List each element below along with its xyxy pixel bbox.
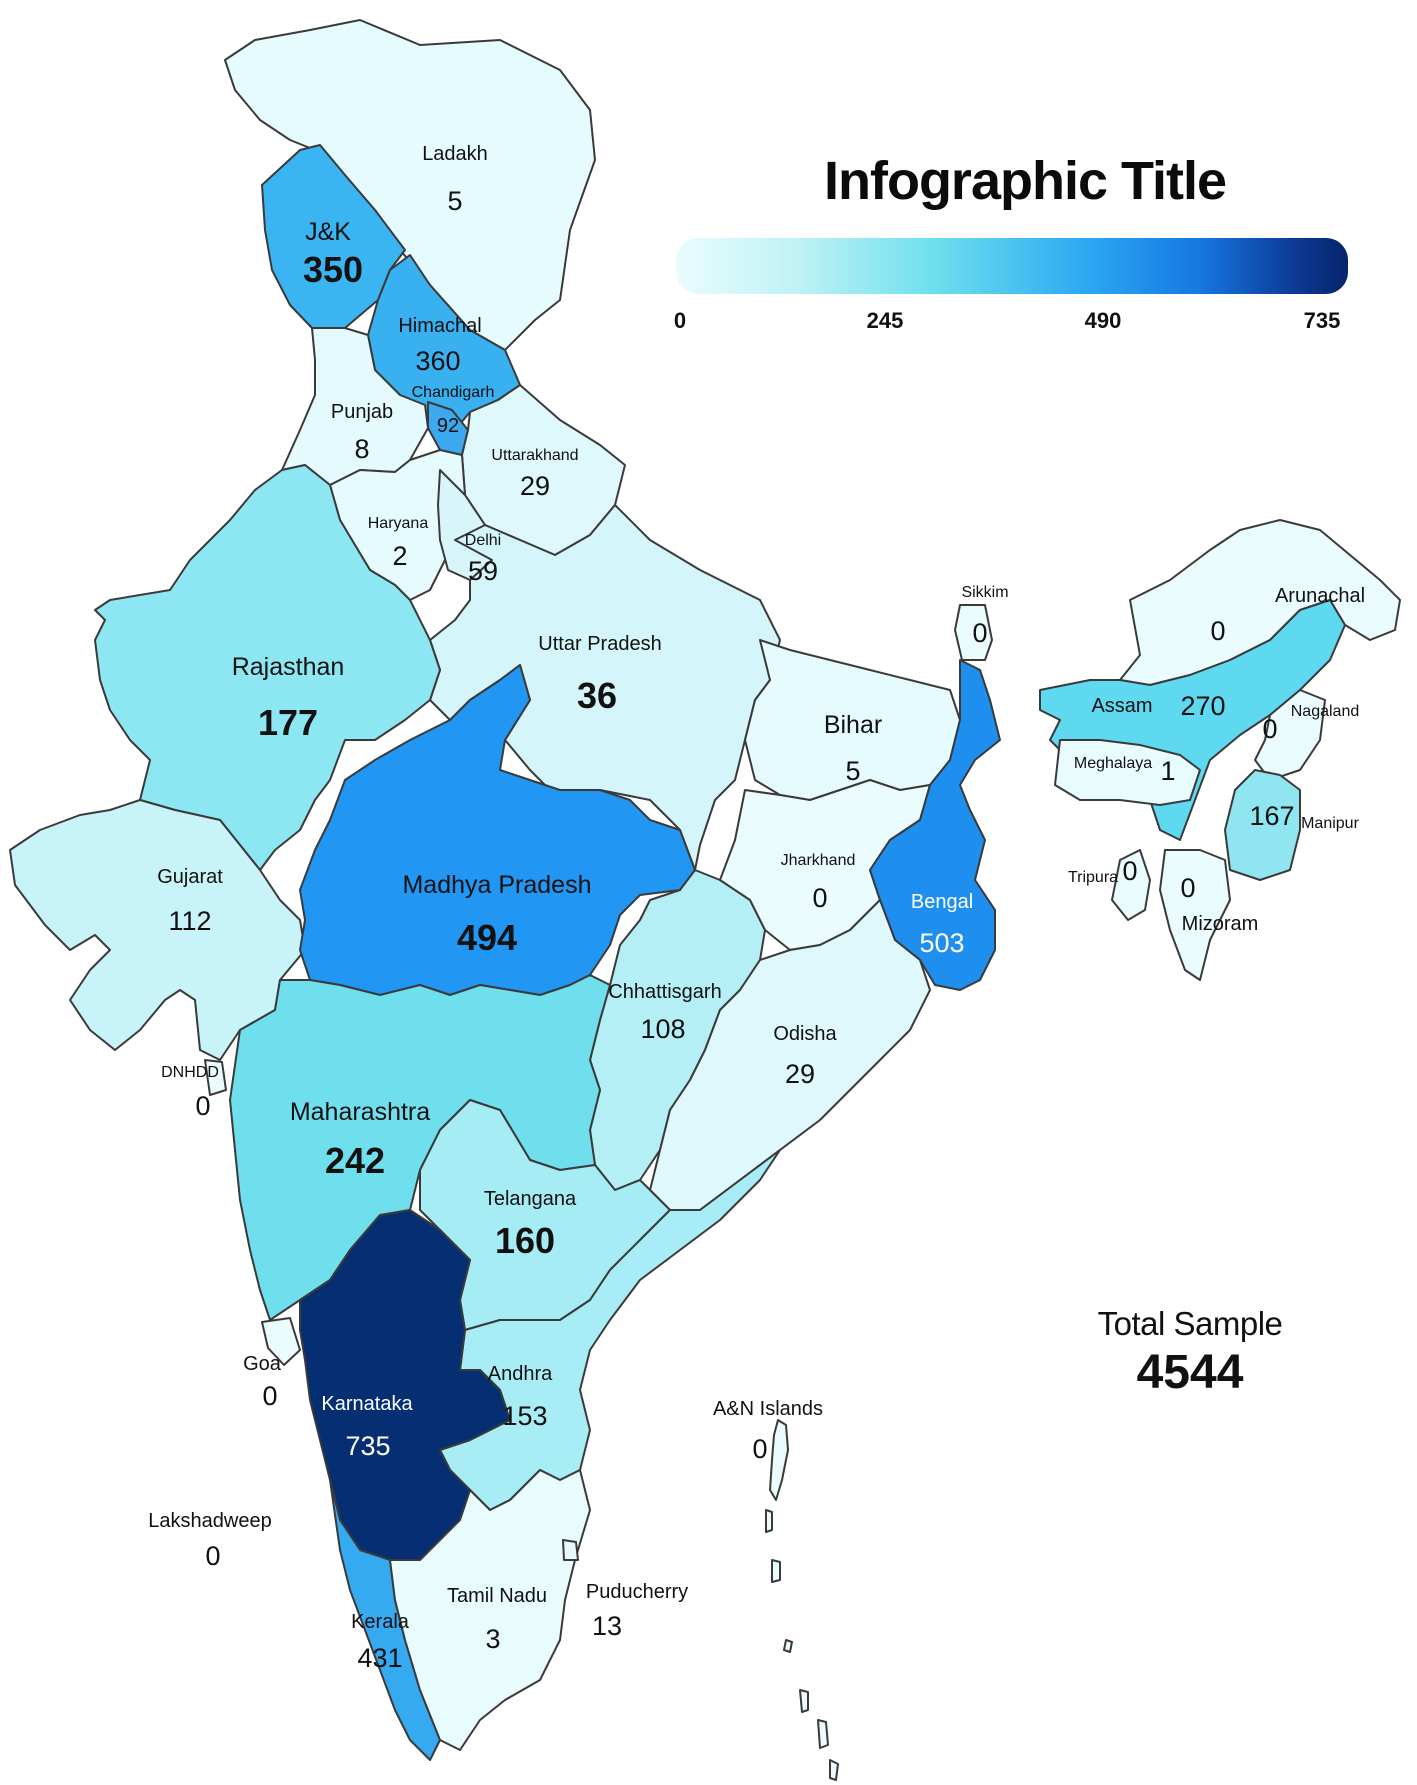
region-puducherry[interactable] <box>562 1539 579 1561</box>
label-uttarakhand-value: 29 <box>520 471 550 501</box>
label-puducherry-value: 13 <box>592 1611 622 1641</box>
label-gujarat-value: 112 <box>168 906 211 936</box>
label-tripura-name: Tripura <box>1068 869 1118 886</box>
label-punjab-value: 8 <box>354 434 369 464</box>
label-sikkim-value: 0 <box>972 618 987 648</box>
label-uttar-pradesh-name: Uttar Pradesh <box>538 633 661 655</box>
legend-tick-0: 0 <box>673 308 687 333</box>
label-haryana-value: 2 <box>392 541 407 571</box>
label-karnataka-name: Karnataka <box>321 1393 413 1415</box>
label-mizoram-name: Mizoram <box>1182 913 1259 935</box>
color-scale-legend <box>676 238 1348 294</box>
label-lakshadweep-name: Lakshadweep <box>148 1510 271 1532</box>
label-tamil-nadu-name: Tamil Nadu <box>447 1585 547 1607</box>
label-dnhdd-value: 0 <box>195 1091 210 1121</box>
region-odisha[interactable] <box>649 899 931 1211</box>
label-andhra-name: Andhra <box>488 1363 553 1385</box>
label-puducherry-name: Puducherry <box>586 1581 688 1603</box>
label-chhattisgarh-value: 108 <box>640 1014 685 1044</box>
label-an-islands-value: 0 <box>752 1434 767 1464</box>
label-tripura-value: 0 <box>1122 856 1137 886</box>
label-mizoram-value: 0 <box>1180 873 1195 903</box>
label-nagaland-value: 0 <box>1262 714 1277 744</box>
label-goa-value: 0 <box>262 1381 277 1411</box>
label-maharashtra-value: 242 <box>325 1140 385 1181</box>
label-chandigarh-value: 92 <box>437 415 459 437</box>
total-sample-label: Total Sample <box>1097 1305 1283 1342</box>
label-uttar-pradesh-value: 36 <box>577 675 617 716</box>
label-telangana-name: Telangana <box>484 1188 577 1210</box>
label-jharkhand-name: Jharkhand <box>781 852 856 869</box>
label-jk-name: J&K <box>305 218 351 246</box>
label-haryana-name: Haryana <box>368 515 429 532</box>
label-rajasthan-value: 177 <box>258 702 318 743</box>
label-himachal-name: Himachal <box>398 315 481 337</box>
label-goa-name: Goa <box>243 1353 282 1375</box>
label-andhra-value: 153 <box>502 1401 547 1431</box>
label-madhya-pradesh-name: Madhya Pradesh <box>402 871 591 899</box>
label-meghalaya-value: 1 <box>1160 756 1175 786</box>
label-sikkim-name: Sikkim <box>961 584 1008 601</box>
region-an-islands[interactable] <box>765 1419 839 1781</box>
legend-tick-2: 490 <box>1084 308 1122 333</box>
label-nagaland-name: Nagaland <box>1291 703 1360 720</box>
label-dnhdd-name: DNHDD <box>161 1064 219 1081</box>
region-jk[interactable] <box>261 144 406 329</box>
label-gujarat-name: Gujarat <box>157 866 223 888</box>
region-meghalaya[interactable] <box>1054 739 1201 806</box>
region-bengal[interactable] <box>869 659 1001 991</box>
region-sikkim[interactable] <box>954 604 993 661</box>
label-bengal-name: Bengal <box>911 891 973 913</box>
label-delhi-value: 59 <box>468 556 498 586</box>
label-uttarakhand-name: Uttarakhand <box>491 447 578 464</box>
total-sample-value: 4544 <box>1136 1346 1244 1399</box>
label-tamil-nadu-value: 3 <box>485 1624 500 1654</box>
region-gujarat[interactable] <box>9 799 306 1061</box>
label-meghalaya-name: Meghalaya <box>1074 755 1152 772</box>
label-jharkhand-value: 0 <box>812 883 827 913</box>
label-jk-value: 350 <box>303 249 363 290</box>
label-manipur-value: 167 <box>1249 801 1294 831</box>
label-assam-value: 270 <box>1180 691 1225 721</box>
label-lakshadweep-value: 0 <box>205 1541 220 1571</box>
label-an-islands-name: A&N Islands <box>713 1398 823 1420</box>
region-tripura[interactable] <box>1111 849 1151 921</box>
label-bihar-name: Bihar <box>824 711 882 739</box>
label-arunachal-value: 0 <box>1210 616 1225 646</box>
label-chhattisgarh-name: Chhattisgarh <box>608 981 721 1003</box>
infographic-title: Infographic Title <box>823 151 1227 211</box>
label-rajasthan-name: Rajasthan <box>232 653 345 681</box>
label-odisha-value: 29 <box>785 1059 815 1089</box>
label-bihar-value: 5 <box>845 756 860 786</box>
label-punjab-name: Punjab <box>331 401 393 423</box>
region-manipur[interactable] <box>1224 769 1301 881</box>
region-mizoram[interactable] <box>1159 849 1231 981</box>
label-maharashtra-name: Maharashtra <box>290 1098 430 1126</box>
label-chandigarh-name: Chandigarh <box>412 384 495 401</box>
label-kerala-value: 431 <box>357 1643 402 1673</box>
legend-tick-1: 245 <box>866 308 904 333</box>
label-manipur-name: Manipur <box>1301 815 1359 832</box>
label-assam-name: Assam <box>1091 695 1152 717</box>
label-karnataka-value: 735 <box>345 1431 390 1461</box>
region-goa[interactable] <box>261 1317 301 1366</box>
label-bengal-value: 503 <box>919 928 964 958</box>
label-ladakh-value: 5 <box>447 186 462 216</box>
region-karnataka[interactable] <box>299 1209 511 1561</box>
region-rajasthan[interactable] <box>94 464 441 871</box>
region-kerala[interactable] <box>329 1479 441 1761</box>
label-kerala-name: Kerala <box>351 1611 410 1633</box>
label-arunachal-name: Arunachal <box>1275 585 1365 607</box>
label-ladakh-name: Ladakh <box>422 143 488 165</box>
region-madhya-pradesh[interactable] <box>299 664 696 996</box>
label-himachal-value: 360 <box>415 346 460 376</box>
region-nagaland[interactable] <box>1254 689 1326 781</box>
label-odisha-name: Odisha <box>773 1023 837 1045</box>
region-dnhdd[interactable] <box>204 1059 227 1096</box>
label-madhya-pradesh-value: 494 <box>457 917 517 958</box>
legend-tick-3: 735 <box>1303 308 1341 333</box>
label-telangana-value: 160 <box>495 1220 555 1261</box>
label-delhi-name: Delhi <box>465 532 501 549</box>
